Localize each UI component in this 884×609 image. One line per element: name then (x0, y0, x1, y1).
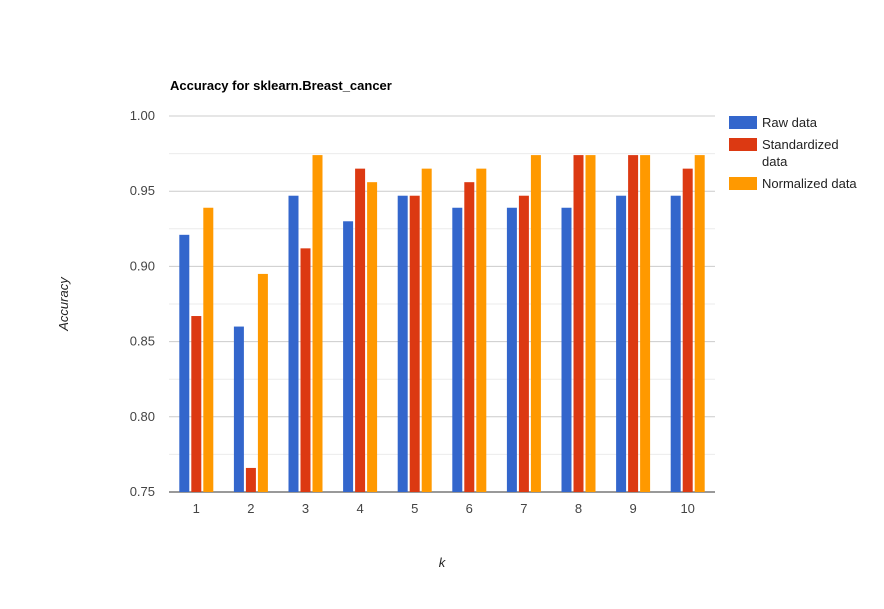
bar-raw-data-k2 (233, 326, 244, 492)
bar-normalized-data-k1 (203, 207, 214, 492)
bar-raw-data-k8 (561, 207, 572, 492)
legend-swatch (729, 177, 757, 190)
bar-standardized-data-k8 (573, 155, 584, 492)
y-tick-label: 0.85 (130, 334, 155, 349)
x-tick-label: 3 (302, 501, 309, 516)
bar-normalized-data-k2 (257, 273, 268, 492)
bar-normalized-data-k10 (694, 155, 705, 492)
bar-standardized-data-k5 (409, 195, 420, 492)
bar-standardized-data-k4 (355, 168, 366, 492)
bar-normalized-data-k9 (640, 155, 651, 492)
bar-raw-data-k4 (343, 221, 354, 492)
y-axis-title: Accuracy (56, 276, 71, 332)
bar-standardized-data-k3 (300, 248, 311, 492)
bar-raw-data-k3 (288, 195, 299, 492)
bar-raw-data-k7 (506, 207, 517, 492)
bar-normalized-data-k4 (367, 182, 378, 492)
y-tick-label: 0.80 (130, 409, 155, 424)
x-tick-label: 9 (629, 501, 636, 516)
y-tick-labels: 0.75 0.80 0.85 0.90 0.95 1.00 (130, 108, 155, 499)
legend-label: Normalized data (762, 176, 857, 191)
legend: Raw data Standardized data Normalized data (729, 115, 857, 191)
bar-normalized-data-k8 (585, 155, 596, 492)
bar-raw-data-k5 (397, 195, 408, 492)
x-tick-label: 7 (520, 501, 527, 516)
bar-normalized-data-k6 (476, 168, 487, 492)
x-tick-label: 2 (247, 501, 254, 516)
y-tick-label: 0.90 (130, 258, 155, 273)
x-tick-label: 4 (356, 501, 363, 516)
x-tick-label: 6 (466, 501, 473, 516)
bar-standardized-data-k6 (464, 182, 475, 492)
bar-standardized-data-k1 (191, 316, 202, 492)
x-tick-label: 1 (193, 501, 200, 516)
chart-title: Accuracy for sklearn.Breast_cancer (170, 78, 392, 93)
x-tick-label: 5 (411, 501, 418, 516)
legend-label: Standardized data (762, 137, 839, 169)
bar-raw-data-k1 (179, 234, 190, 493)
bar-standardized-data-k7 (518, 195, 529, 492)
y-tick-label: 0.75 (130, 484, 155, 499)
bar-standardized-data-k10 (682, 168, 693, 492)
bars (179, 155, 705, 493)
bar-normalized-data-k5 (421, 168, 432, 492)
legend-swatch (729, 116, 757, 129)
bar-raw-data-k6 (452, 207, 463, 492)
bar-normalized-data-k7 (530, 155, 541, 492)
bar-standardized-data-k2 (245, 467, 256, 492)
legend-swatch (729, 138, 757, 151)
y-tick-label: 1.00 (130, 108, 155, 123)
bar-raw-data-k10 (670, 195, 681, 492)
bar-standardized-data-k9 (628, 155, 639, 492)
bar-normalized-data-k3 (312, 155, 323, 492)
x-tick-label: 8 (575, 501, 582, 516)
x-tick-labels: 1 2 3 4 5 6 7 8 9 10 (193, 501, 695, 516)
y-tick-label: 0.95 (130, 183, 155, 198)
x-tick-label: 10 (680, 501, 694, 516)
bar-raw-data-k9 (616, 195, 627, 492)
legend-label: Raw data (762, 115, 818, 130)
x-axis-title: k (439, 555, 447, 570)
